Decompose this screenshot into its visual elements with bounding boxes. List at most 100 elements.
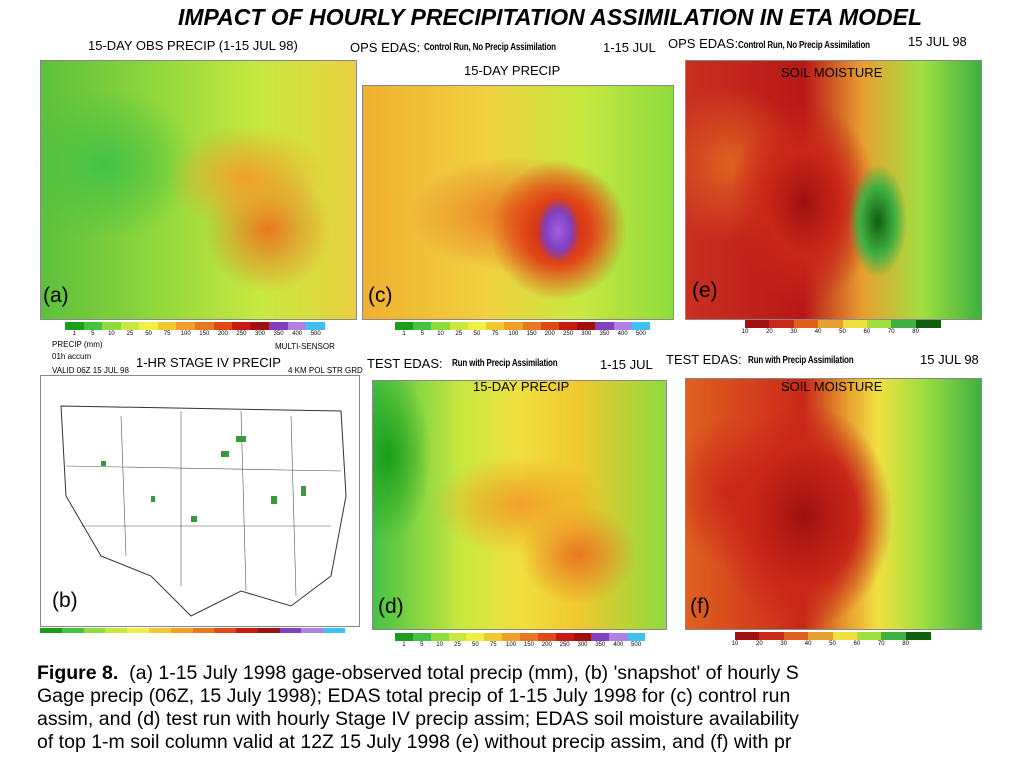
legend-swatch bbox=[83, 322, 103, 330]
legend-tick-label: 200 bbox=[544, 331, 555, 337]
legend-swatch bbox=[520, 633, 539, 641]
legend-tick-label: 350 bbox=[595, 642, 606, 648]
legend-tick-label: 10 bbox=[731, 641, 739, 647]
legend-swatch bbox=[613, 322, 633, 330]
legend-swatch bbox=[195, 322, 215, 330]
legend-swatch bbox=[759, 632, 785, 640]
legend-tick-label: 400 bbox=[617, 331, 628, 337]
legend-swatch bbox=[915, 320, 941, 328]
legend-tick-label: 100 bbox=[180, 331, 191, 337]
legend-swatch bbox=[250, 322, 270, 330]
legend-tick-label: 400 bbox=[292, 331, 303, 337]
caption-line: Gage precip (06Z, 15 July 1998); EDAS to… bbox=[37, 685, 791, 707]
map bbox=[40, 375, 360, 627]
panel-subtitle: Control Run, No Precip Assimilation bbox=[738, 40, 870, 51]
legend-tick-label: 500 bbox=[310, 331, 321, 337]
legend-swatch bbox=[170, 628, 193, 633]
panel-note: MULTI-SENSOR bbox=[275, 342, 335, 351]
legend-tick-label: 30 bbox=[780, 641, 788, 647]
legend-tick-label: 150 bbox=[526, 331, 537, 337]
legend-tick-label: 75 bbox=[163, 331, 171, 337]
legend-swatch bbox=[65, 322, 85, 330]
panel-header: OPS EDAS: bbox=[350, 40, 421, 55]
map-outline bbox=[60, 405, 347, 617]
legend-tick-label: 25 bbox=[126, 331, 134, 337]
panel-label: (f) bbox=[690, 595, 710, 618]
legend-tick-label: 200 bbox=[541, 642, 552, 648]
legend-tick-label: 250 bbox=[563, 331, 574, 337]
legend-swatch bbox=[395, 633, 414, 641]
panel-note: PRECIP (mm) bbox=[52, 340, 103, 349]
panel-note: 01h accum bbox=[52, 352, 92, 361]
panel-label: (d) bbox=[378, 595, 404, 618]
panel-date: 1-15 JUL bbox=[600, 357, 653, 372]
legend-tick-label: 50 bbox=[839, 329, 846, 335]
legend-swatch bbox=[61, 628, 85, 633]
legend-swatch bbox=[323, 628, 346, 633]
legend-tick-label: 70 bbox=[877, 641, 885, 647]
caption-lead: Figure 8. bbox=[37, 662, 119, 684]
legend-swatch bbox=[891, 320, 917, 328]
legend-swatch bbox=[157, 322, 177, 330]
legend-tick-label: 80 bbox=[912, 329, 919, 335]
legend-tick-label: 50 bbox=[472, 642, 479, 648]
legend-swatch bbox=[627, 633, 646, 641]
legend-swatch bbox=[120, 322, 140, 330]
legend-swatch bbox=[783, 632, 809, 640]
legend-swatch bbox=[745, 320, 770, 328]
panel-subtitle: Control Run, No Precip Assimilation bbox=[424, 42, 556, 53]
legend-swatch bbox=[412, 633, 432, 641]
legend-tick-label: 10 bbox=[436, 642, 443, 648]
legend-swatch bbox=[502, 633, 521, 641]
legend-swatch bbox=[83, 628, 106, 633]
legend-tick-label: 20 bbox=[766, 329, 773, 335]
legend-swatch bbox=[522, 322, 542, 330]
legend-swatch bbox=[905, 632, 931, 640]
legend-swatch bbox=[631, 322, 651, 330]
panel-header: TEST EDAS: bbox=[666, 352, 742, 367]
legend-tick-label: 80 bbox=[902, 641, 909, 647]
legend-tick-label: 40 bbox=[804, 641, 812, 647]
legend-tick-label: 400 bbox=[613, 642, 624, 648]
legend-tick-label: 50 bbox=[473, 331, 481, 337]
panel-field: SOIL MOISTURE bbox=[781, 65, 883, 80]
legend-tick-label: 1 bbox=[402, 331, 406, 337]
legend-tick-label: 100 bbox=[508, 331, 519, 337]
legend-tick-label: 350 bbox=[273, 331, 284, 337]
legend-swatch bbox=[448, 633, 467, 641]
panel-subtitle: Run with Precip Assimilation bbox=[452, 358, 558, 369]
legend-tick-label: 25 bbox=[454, 642, 461, 648]
panel-label: (c) bbox=[368, 284, 393, 307]
legend-tick-label: 70 bbox=[887, 329, 895, 335]
legend-swatch bbox=[192, 628, 215, 633]
panel-field: 15-DAY PRECIP bbox=[473, 379, 570, 394]
legend-swatch bbox=[430, 633, 450, 641]
map bbox=[40, 60, 357, 320]
legend-tick-label: 1 bbox=[402, 642, 406, 648]
legend-swatch bbox=[769, 320, 795, 328]
legend-swatch bbox=[449, 322, 469, 330]
panel-date: 15 JUL 98 bbox=[908, 34, 967, 49]
legend-swatch bbox=[102, 322, 122, 330]
legend-swatch bbox=[279, 628, 302, 633]
legend-tick-label: 1 bbox=[72, 331, 76, 337]
caption-line: assim, and (d) test run with hourly Stag… bbox=[37, 708, 799, 730]
legend-swatch bbox=[213, 322, 233, 330]
legend-swatch bbox=[735, 632, 760, 640]
legend-swatch bbox=[105, 628, 128, 633]
panel-label: (a) bbox=[43, 284, 69, 307]
legend-swatch bbox=[467, 322, 487, 330]
legend-tick-label: 300 bbox=[254, 331, 265, 337]
caption-text: (a) 1-15 July 1998 gage-observed total p… bbox=[129, 662, 799, 684]
panel-note: 4 KM POL STR GRD bbox=[288, 366, 363, 375]
legend-swatch bbox=[595, 322, 615, 330]
legend-swatch bbox=[540, 322, 560, 330]
slide-title: IMPACT OF HOURLY PRECIPITATION ASSIMILAT… bbox=[177, 4, 923, 30]
legend-swatch bbox=[793, 320, 819, 328]
map bbox=[685, 60, 982, 320]
legend-swatch bbox=[306, 322, 326, 330]
panel-label: (e) bbox=[692, 279, 718, 302]
legend-tick-label: 10 bbox=[437, 331, 444, 337]
legend-swatch bbox=[466, 633, 485, 641]
